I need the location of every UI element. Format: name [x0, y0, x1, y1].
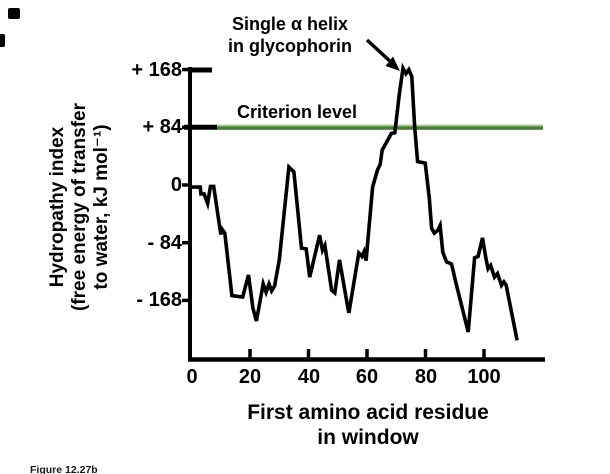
hydropathy-curve — [191, 62, 519, 341]
page-corner-mark — [8, 8, 20, 19]
peak-annotation: Single α helix in glycophorin — [175, 13, 405, 57]
y-tick-marks — [182, 67, 192, 303]
y-axis-title-line2: (free energy of transfer — [69, 103, 90, 312]
figure-caption: Figure 12.27b — [30, 464, 98, 474]
x-tick-label: 20 — [238, 366, 262, 388]
x-tick-label: 40 — [297, 366, 321, 388]
y-tick-label: + 84 — [142, 116, 182, 138]
x-axis-title-line1: First amino acid residue — [247, 401, 489, 424]
peak-annotation-line1: Single α helix — [231, 14, 349, 34]
y-tick-label: - 168 — [136, 289, 182, 311]
y-axis-title-line1: Hydropathy index — [47, 126, 68, 288]
y-tick-label: 0 — [170, 174, 182, 196]
criterion-line-highlight — [216, 124, 543, 127]
x-tick-marks — [248, 349, 486, 359]
y-tick-label: + 168 — [131, 59, 182, 81]
x-tick-label: 80 — [414, 366, 438, 388]
criterion-level-label: Criterion level — [236, 102, 358, 122]
x-axis-title: First amino acid residue in window — [228, 400, 508, 450]
peak-annotation-line2: in glycophorin — [228, 36, 352, 56]
annotation-arrow-head — [385, 56, 400, 71]
x-tick-label: 60 — [355, 366, 379, 388]
y-axis-title-line3: to water, kJ mol⁻¹) — [91, 124, 112, 290]
annotation-arrow-line — [365, 38, 394, 65]
x-tick-label: 0 — [186, 366, 198, 388]
criterion-line — [216, 124, 543, 130]
x-tick-label: 100 — [467, 366, 501, 388]
y-axis-title: Hydropathy index (free energy of transfe… — [47, 62, 113, 352]
page-edge-mark — [0, 34, 5, 47]
x-axis-title-line2: in window — [317, 426, 419, 449]
y-tick-label: - 84 — [147, 232, 182, 254]
